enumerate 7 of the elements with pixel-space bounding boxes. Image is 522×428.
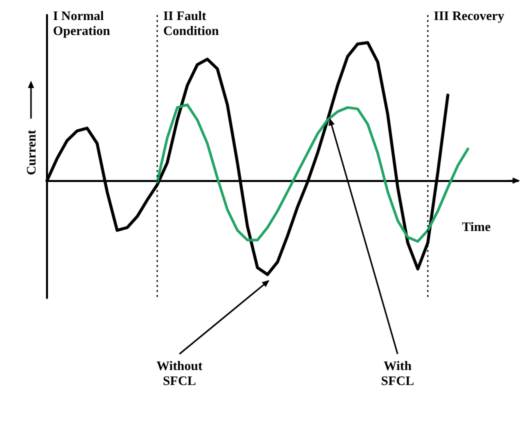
text: I Normal Operation <box>53 8 112 38</box>
text: II Fault Condition <box>163 8 220 38</box>
text: III Recovery <box>434 8 506 23</box>
text: Without SFCL <box>155 358 204 388</box>
y-axis-title: Current <box>24 128 38 177</box>
x-axis-title: Time <box>462 218 491 234</box>
text: With SFCL <box>380 358 416 388</box>
